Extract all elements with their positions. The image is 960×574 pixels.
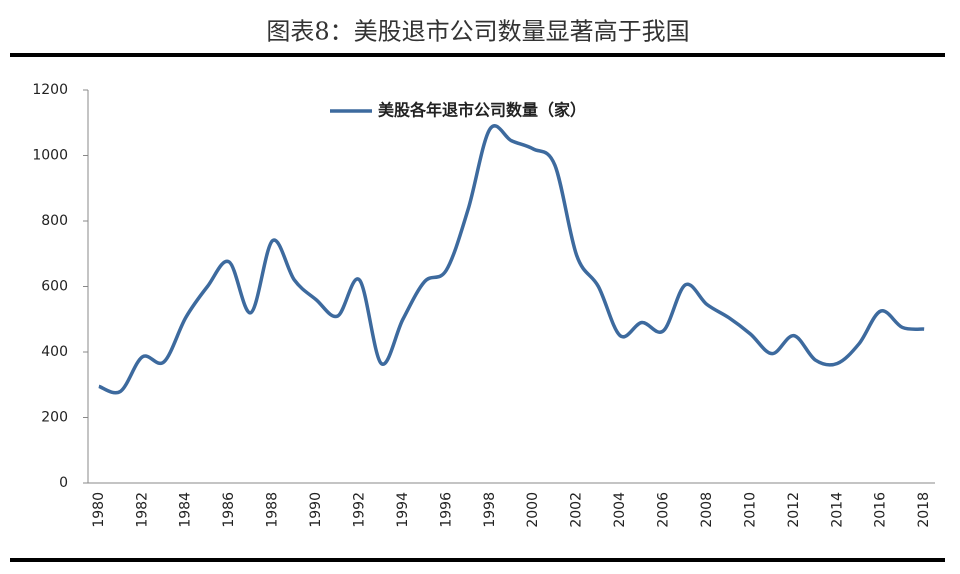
x-tick-label: 1992: [351, 492, 367, 528]
x-tick-label: 1998: [482, 492, 498, 528]
x-tick-label: 1986: [221, 492, 237, 528]
x-tick-label: 2008: [699, 492, 715, 528]
x-tick-label: 2016: [873, 492, 889, 528]
line-series: [98, 124, 925, 395]
x-tick-label: 1988: [265, 492, 281, 528]
x-tick-label: 2000: [525, 492, 541, 528]
chart-title: 图表8：美股退市公司数量显著高于我国: [266, 18, 689, 46]
y-tick-label: 200: [41, 410, 68, 426]
x-tick-label: 2002: [569, 492, 585, 528]
x-tick-label: 2012: [786, 492, 802, 528]
legend-label: 美股各年退市公司数量（家）: [378, 101, 586, 120]
x-tick-label: 1990: [308, 492, 324, 528]
x-tick-label: 1980: [91, 492, 107, 528]
x-tick-label: 1994: [395, 492, 411, 528]
x-tick-label: 1982: [134, 492, 150, 528]
y-tick-label: 1200: [32, 82, 68, 98]
y-tick-label: 600: [41, 279, 68, 295]
x-tick-label: 2018: [916, 492, 932, 528]
x-tick-label: 2004: [612, 492, 628, 528]
x-tick-label: 2014: [829, 492, 845, 528]
y-tick-label: 0: [59, 475, 68, 491]
x-tick-label: 2010: [742, 492, 758, 528]
x-tick-label: 1984: [178, 492, 194, 528]
y-tick-label: 800: [41, 213, 68, 229]
y-tick-label: 400: [41, 344, 68, 360]
x-tick-label: 1996: [438, 492, 454, 528]
y-tick-label: 1000: [32, 148, 68, 164]
x-tick-label: 2006: [656, 492, 672, 528]
